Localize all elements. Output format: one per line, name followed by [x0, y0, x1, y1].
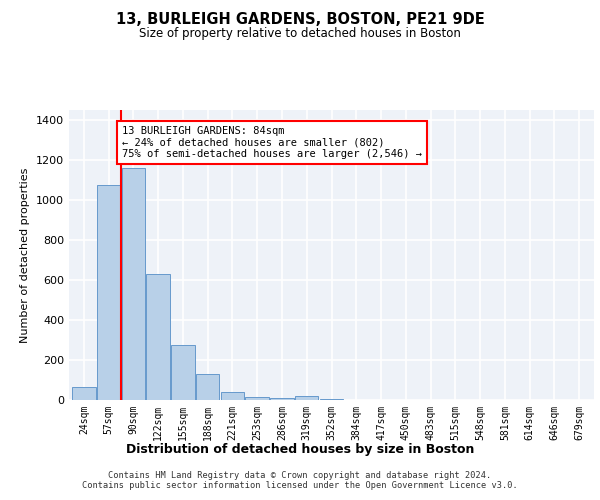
- Bar: [171, 345, 194, 400]
- Bar: [97, 185, 121, 400]
- Bar: [295, 396, 319, 400]
- Bar: [196, 374, 220, 400]
- Bar: [72, 387, 95, 400]
- Text: Size of property relative to detached houses in Boston: Size of property relative to detached ho…: [139, 28, 461, 40]
- Y-axis label: Number of detached properties: Number of detached properties: [20, 168, 31, 342]
- Bar: [320, 399, 343, 400]
- Bar: [221, 392, 244, 400]
- Bar: [245, 397, 269, 400]
- Text: 13, BURLEIGH GARDENS, BOSTON, PE21 9DE: 13, BURLEIGH GARDENS, BOSTON, PE21 9DE: [116, 12, 484, 28]
- Bar: [270, 398, 294, 400]
- Text: Distribution of detached houses by size in Boston: Distribution of detached houses by size …: [126, 442, 474, 456]
- Bar: [122, 168, 145, 400]
- Text: Contains HM Land Registry data © Crown copyright and database right 2024.
Contai: Contains HM Land Registry data © Crown c…: [82, 470, 518, 490]
- Bar: [146, 274, 170, 400]
- Text: 13 BURLEIGH GARDENS: 84sqm
← 24% of detached houses are smaller (802)
75% of sem: 13 BURLEIGH GARDENS: 84sqm ← 24% of deta…: [122, 126, 422, 159]
